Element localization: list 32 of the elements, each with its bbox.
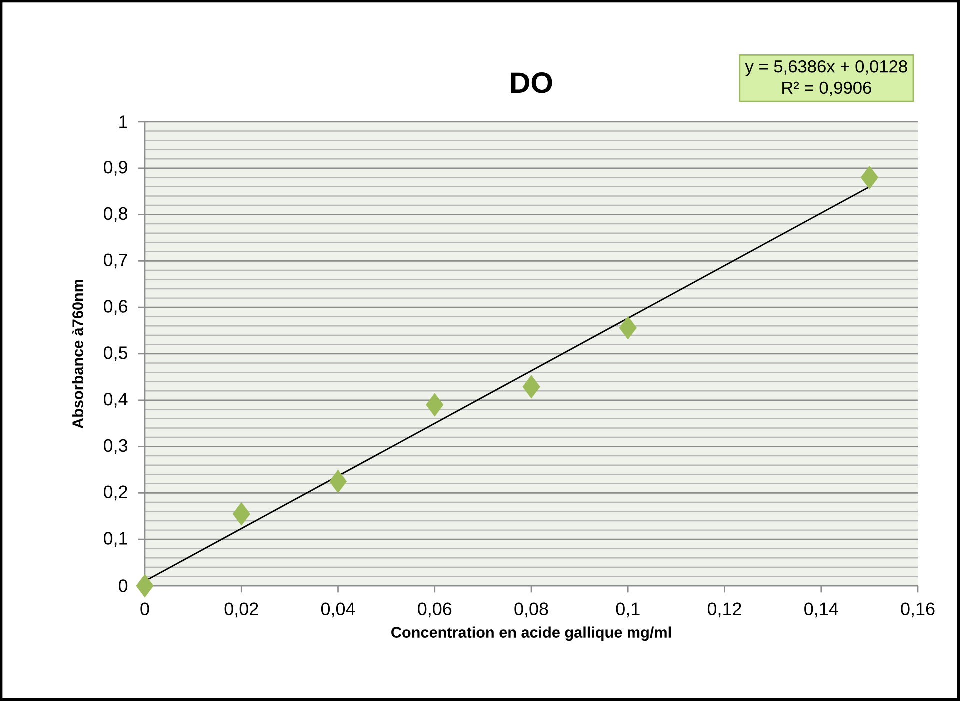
x-tick-label: 0,1: [616, 602, 640, 618]
x-tick-label: 0: [140, 602, 150, 616]
point: [232, 502, 250, 526]
y-tick-label: 0,1: [104, 532, 128, 548]
x-tick-label: 0,08: [514, 602, 548, 618]
y-tick-label: 0,2: [104, 486, 128, 501]
y-tick-label: 0,6: [104, 300, 128, 316]
x-axis-title: Concentration en acide gallique mg/ml: [392, 626, 672, 642]
y-tick-label: 0,3: [104, 439, 128, 454]
x-tick-label: 0,04: [321, 602, 356, 618]
x-tick-label: 0,02: [224, 602, 258, 618]
text: R² = 0,9906: [782, 82, 872, 96]
y-tick-label: 0,5: [104, 346, 128, 362]
y-tick-label: 0: [118, 580, 128, 592]
point: [522, 375, 540, 399]
x-tick-label: 0,14: [804, 602, 838, 618]
x-tick-label: 0,16: [901, 602, 935, 618]
point: [860, 166, 878, 190]
y-axis-title: Absorbance à760nm: [72, 280, 84, 429]
point: [426, 393, 444, 417]
chart-title: DO: [511, 72, 552, 94]
y-tick-label: 0,4: [104, 392, 128, 408]
y-tick-label: 0,9: [104, 160, 128, 176]
text: y = 5,6386x + 0,0128: [745, 60, 908, 76]
y-tick-label: 0,7: [104, 254, 128, 269]
point: [329, 470, 348, 494]
y-tick-label: 0,8: [104, 207, 128, 222]
point: [619, 316, 637, 340]
x-tick-label: 0,06: [418, 602, 452, 618]
x-tick-label: 0,12: [708, 602, 742, 618]
point: [136, 574, 154, 598]
y-tick-label: 1: [120, 116, 128, 128]
